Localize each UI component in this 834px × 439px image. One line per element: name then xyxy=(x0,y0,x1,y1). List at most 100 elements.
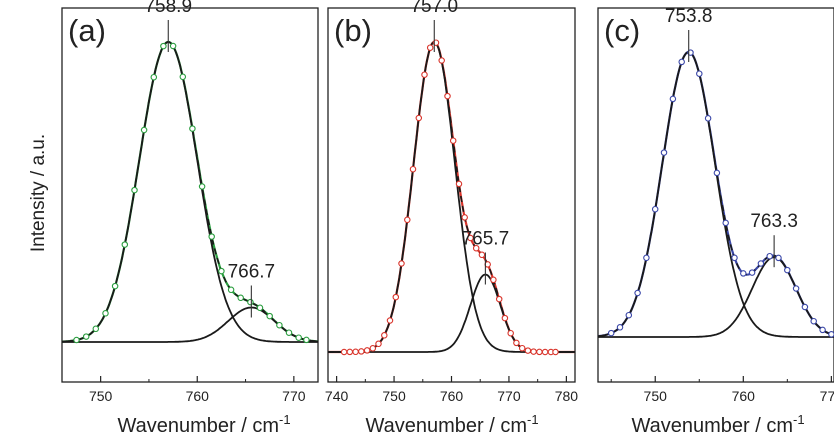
data-point-a xyxy=(169,42,177,50)
x-tick-label-b: 770 xyxy=(497,388,521,404)
data-point-b xyxy=(507,329,514,337)
data-point-b xyxy=(552,348,559,356)
data-point-c xyxy=(828,331,834,338)
data-point-b xyxy=(409,165,417,173)
x-axis-label-a: Wavenumber / cm-1 xyxy=(117,412,290,437)
data-point-b xyxy=(467,234,474,242)
data-point-a xyxy=(266,312,273,320)
x-axis-label-c: Wavenumber / cm-1 xyxy=(631,412,804,437)
peak-label-1-b: 757.0 xyxy=(410,0,458,17)
data-point-b xyxy=(381,332,388,339)
data-point-b xyxy=(386,317,394,324)
data-point-b xyxy=(421,71,428,78)
data-point-b xyxy=(444,92,451,100)
data-point-a xyxy=(303,336,310,344)
x-tick-label-c: 770 xyxy=(820,388,834,404)
data-point-a xyxy=(150,73,158,81)
peak-label-2-b: 765.7 xyxy=(462,229,510,250)
data-point-c xyxy=(678,58,685,66)
panel-c: 750 760 770 (c) 753.8 763.3 xyxy=(597,6,834,404)
data-point-a xyxy=(160,42,167,50)
data-point-b xyxy=(455,180,463,188)
fit-component-1-b xyxy=(328,41,575,353)
data-point-a xyxy=(227,286,235,294)
data-point-b xyxy=(426,44,434,51)
data-point-b xyxy=(369,345,377,352)
data-point-b xyxy=(363,347,371,354)
data-point-b xyxy=(415,114,423,122)
data-point-b xyxy=(495,295,503,303)
cumulative-fit-a xyxy=(62,41,318,343)
data-point-b xyxy=(438,57,445,64)
data-point-a xyxy=(198,183,206,190)
data-point-a xyxy=(208,233,215,240)
panel-a: 750 760 770 (a) 758.9 766.7 xyxy=(61,0,319,404)
data-point-c xyxy=(696,70,703,77)
x-axis-label-b: Wavenumber / cm-1 xyxy=(365,412,538,437)
data-point-b xyxy=(541,348,549,356)
plot-frame-a xyxy=(61,7,319,383)
data-point-c xyxy=(819,326,826,334)
fit-component-2-c xyxy=(598,256,834,338)
data-point-c xyxy=(607,329,615,337)
data-point-a xyxy=(256,304,264,312)
data-point-b xyxy=(478,251,486,259)
peak-label-2-a: 766.7 xyxy=(228,262,276,283)
data-point-c xyxy=(740,270,747,277)
data-point-b xyxy=(398,260,405,267)
panel-b: 740 750 760 770 780 (b) 757.0 765.7 xyxy=(325,0,578,404)
plot-frame-c xyxy=(597,7,834,383)
data-point-c xyxy=(722,219,729,227)
peak-label-1-a: 758.9 xyxy=(144,0,192,17)
data-point-c xyxy=(643,254,650,262)
data-point-c xyxy=(810,317,817,325)
x-tick-label-a: 750 xyxy=(89,388,113,404)
data-point-a xyxy=(82,333,90,340)
cumulative-fit-b xyxy=(328,40,575,353)
panel-label-a: (a) xyxy=(68,13,106,48)
fit-component-2-b xyxy=(328,273,575,353)
data-point-c xyxy=(757,260,765,267)
data-point-c xyxy=(766,252,773,260)
y-axis-label: Intensity / a.u. xyxy=(28,134,49,252)
data-point-b xyxy=(392,293,400,301)
data-point-a xyxy=(218,267,225,275)
x-tick-label-b: 760 xyxy=(440,388,464,404)
x-tick-label-c: 760 xyxy=(732,388,756,404)
data-point-c xyxy=(651,205,659,213)
data-point-a xyxy=(237,294,244,302)
x-tick-label-b: 780 xyxy=(555,388,579,404)
data-point-b xyxy=(536,348,543,356)
data-point-b xyxy=(346,348,354,356)
x-tick-label-b: 740 xyxy=(325,388,349,404)
data-point-a xyxy=(179,73,187,81)
peak-label-2-c: 763.3 xyxy=(750,211,798,232)
data-point-c xyxy=(713,169,721,177)
data-point-b xyxy=(449,137,457,144)
data-point-a xyxy=(140,126,148,134)
data-point-a xyxy=(131,186,138,194)
data-point-a xyxy=(285,329,293,336)
data-point-b xyxy=(530,348,537,355)
data-point-c xyxy=(669,95,677,103)
data-point-c xyxy=(704,115,712,122)
data-point-a xyxy=(111,282,119,290)
data-point-b xyxy=(490,276,497,284)
data-point-c xyxy=(616,324,624,331)
x-tick-label-a: 760 xyxy=(186,388,210,404)
data-point-c xyxy=(775,254,782,262)
data-trace-a xyxy=(62,40,318,343)
data-point-a xyxy=(121,241,129,248)
data-point-a xyxy=(295,334,302,341)
data-point-a xyxy=(92,325,100,333)
data-point-c xyxy=(660,149,668,156)
data-point-b xyxy=(472,244,480,252)
data-point-c xyxy=(748,269,756,276)
plot-frame-b xyxy=(327,7,576,383)
panel-label-b: (b) xyxy=(334,13,372,48)
peak-label-1-c: 753.8 xyxy=(665,6,713,27)
data-point-a xyxy=(189,125,196,132)
data-point-a xyxy=(247,298,254,306)
data-point-c xyxy=(792,285,800,292)
